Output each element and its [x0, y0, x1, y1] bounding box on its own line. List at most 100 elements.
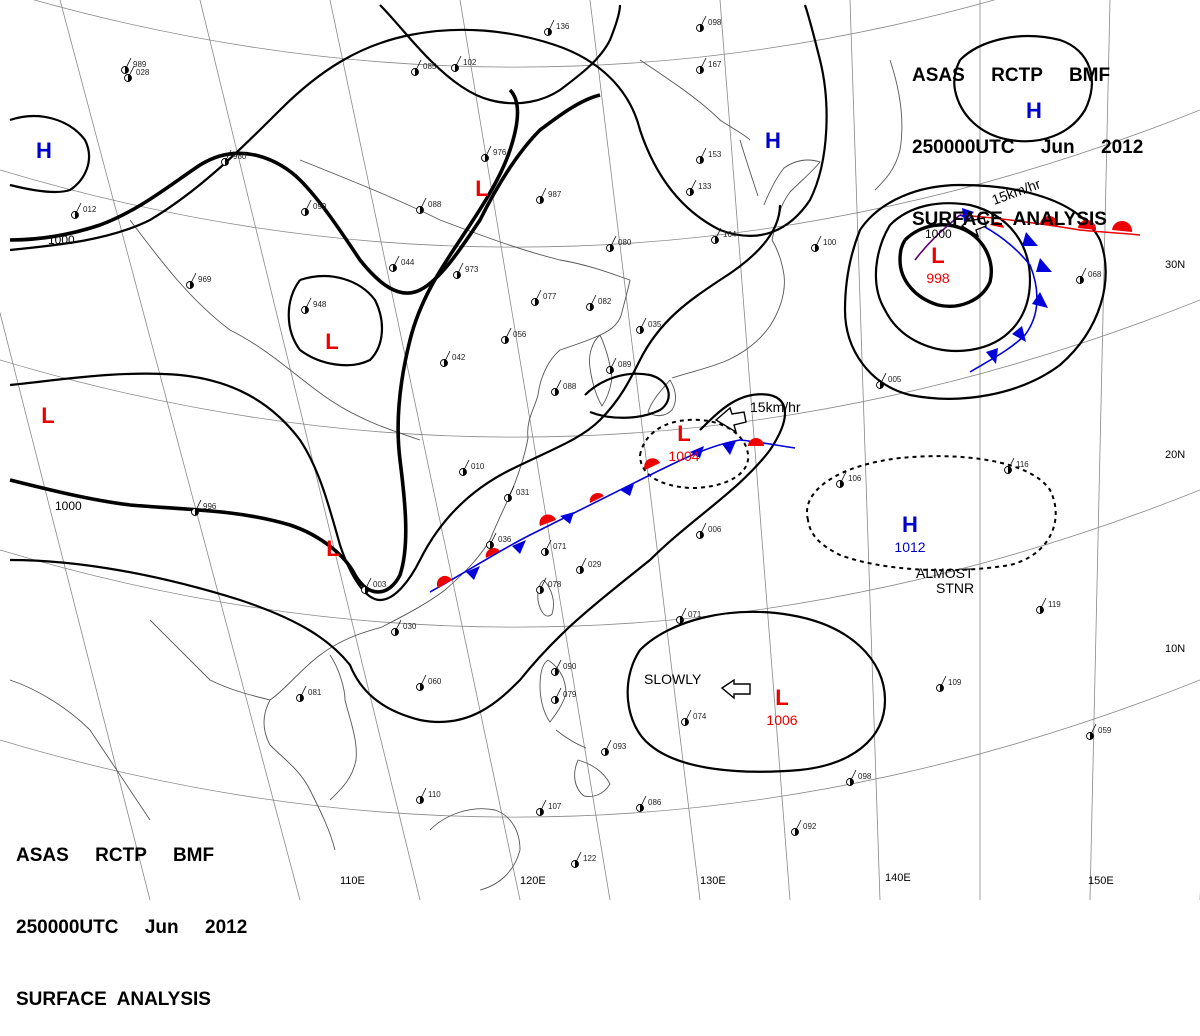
station-plot: 080 — [606, 235, 632, 252]
svg-text:987: 987 — [548, 190, 562, 199]
svg-text:107: 107 — [548, 802, 562, 811]
svg-text:093: 093 — [613, 742, 627, 751]
lat-line-30n — [0, 109, 1200, 248]
coast-borneo — [429, 808, 521, 891]
border-china-west — [129, 219, 421, 441]
lat-label-10: 10N — [1165, 643, 1185, 655]
low-pressure-center: L — [475, 176, 488, 201]
station-plot: 973 — [453, 262, 479, 279]
isobar-ne-low-inner — [898, 223, 993, 308]
station-plot: 029 — [576, 557, 602, 574]
header-bottom-line3: SURFACE ANALYSIS — [16, 989, 211, 1010]
lon-label-140: 140E — [885, 872, 911, 884]
station-plot: 056 — [501, 327, 527, 344]
map-header-bottom: ASAS RCTP BMF 250000UTC Jun 2012 SURFACE… — [16, 796, 247, 1036]
station-plot: 987 — [536, 187, 562, 204]
station-plot: 042 — [440, 350, 466, 367]
high-pressure-center: H — [902, 512, 918, 537]
pressure-centers: H H H H 1012 L L L L L 1004 L 998 L 1006 — [36, 98, 1042, 728]
svg-text:012: 012 — [83, 205, 97, 214]
high-pressure-center: H — [765, 128, 781, 153]
svg-text:080: 080 — [618, 238, 632, 247]
svg-text:167: 167 — [708, 60, 722, 69]
motion-arrow-slowly — [720, 678, 751, 700]
stnr-text: STNR — [936, 580, 974, 596]
station-plot: 092 — [791, 819, 817, 836]
svg-text:077: 077 — [543, 292, 557, 301]
svg-text:082: 082 — [598, 297, 612, 306]
station-plot: 090 — [551, 659, 577, 676]
header-top-line3: SURFACE ANALYSIS — [912, 209, 1107, 230]
station-plot: 071 — [541, 539, 567, 556]
station-plot: 100 — [811, 235, 837, 252]
low-pressure-center: L — [326, 536, 339, 561]
pressure-center-value: 998 — [926, 270, 950, 286]
svg-text:980: 980 — [233, 152, 247, 161]
svg-text:036: 036 — [498, 535, 512, 544]
svg-text:973: 973 — [465, 265, 479, 274]
svg-text:136: 136 — [556, 22, 570, 31]
isobar-labels: 1000 1000 1000 — [48, 227, 952, 513]
station-plot: 116 — [1004, 457, 1029, 474]
station-plot: 010 — [459, 459, 485, 476]
lat-line-40n — [33, 0, 996, 68]
station-plot: 122 — [571, 851, 597, 868]
station-plot: 153 — [696, 147, 722, 164]
coast-gulf-tonkin — [329, 654, 346, 701]
station-plot: 086 — [636, 795, 662, 812]
coast-korea — [589, 334, 613, 407]
station-plot: 109 — [936, 675, 962, 692]
station-plot: 136 — [544, 19, 570, 36]
svg-text:056: 056 — [513, 330, 527, 339]
station-plot: 099 — [301, 199, 327, 216]
svg-text:098: 098 — [858, 772, 872, 781]
svg-text:042: 042 — [452, 353, 466, 362]
coastlines — [9, 59, 903, 891]
header-bottom-line1: ASAS RCTP BMF — [16, 845, 215, 866]
station-plot: 079 — [551, 687, 577, 704]
meridian-line — [59, 0, 301, 900]
coast-visayas — [555, 729, 587, 749]
svg-text:996: 996 — [203, 502, 217, 511]
station-plot: 068 — [1076, 267, 1102, 284]
station-plot: 133 — [686, 179, 712, 196]
svg-text:006: 006 — [708, 525, 722, 534]
pressure-center-value: 1006 — [766, 712, 797, 728]
pressure-center-value: 1012 — [894, 539, 925, 555]
svg-text:122: 122 — [583, 854, 597, 863]
station-plot: 089 — [606, 357, 632, 374]
station-plot: 106 — [836, 471, 862, 488]
low-pressure-center: L — [931, 243, 944, 268]
svg-text:010: 010 — [471, 462, 485, 471]
station-plot: 093 — [601, 739, 627, 756]
svg-text:035: 035 — [648, 320, 662, 329]
dashed-isobars — [639, 418, 1057, 572]
station-plot: 030 — [391, 619, 417, 636]
svg-text:099: 099 — [313, 202, 327, 211]
isobar-dashed-1004 — [639, 418, 750, 490]
lon-label-120: 120E — [520, 875, 546, 887]
coast-mindanao — [574, 759, 611, 797]
meridian-line — [849, 0, 881, 900]
isobar-china-inner — [379, 4, 622, 105]
station-plot: 059 — [1086, 723, 1112, 740]
station-plot: 078 — [536, 577, 562, 594]
coast-china — [269, 349, 561, 701]
station-plot: 036 — [486, 532, 512, 549]
isobar-ne-low-outer — [843, 183, 1107, 400]
coast-bengal — [149, 619, 271, 701]
svg-text:110: 110 — [428, 790, 441, 799]
meridian-line — [199, 0, 421, 900]
isobar-main-trough — [9, 204, 782, 602]
station-plot: 074 — [681, 709, 707, 726]
annotations: 15km/hr 15km/hr SLOWLY ALMOST STNR — [644, 175, 1043, 687]
header-top-line2: 250000UTC Jun 2012 — [912, 137, 1144, 158]
border-china-north — [299, 159, 631, 281]
station-plot: 976 — [481, 145, 507, 162]
svg-text:029: 029 — [588, 560, 602, 569]
svg-text:164: 164 — [723, 230, 737, 239]
svg-text:133: 133 — [698, 182, 712, 191]
station-plot: 088 — [416, 197, 442, 214]
coast-sakhalin — [739, 139, 759, 197]
station-plot: 028 — [124, 65, 150, 82]
